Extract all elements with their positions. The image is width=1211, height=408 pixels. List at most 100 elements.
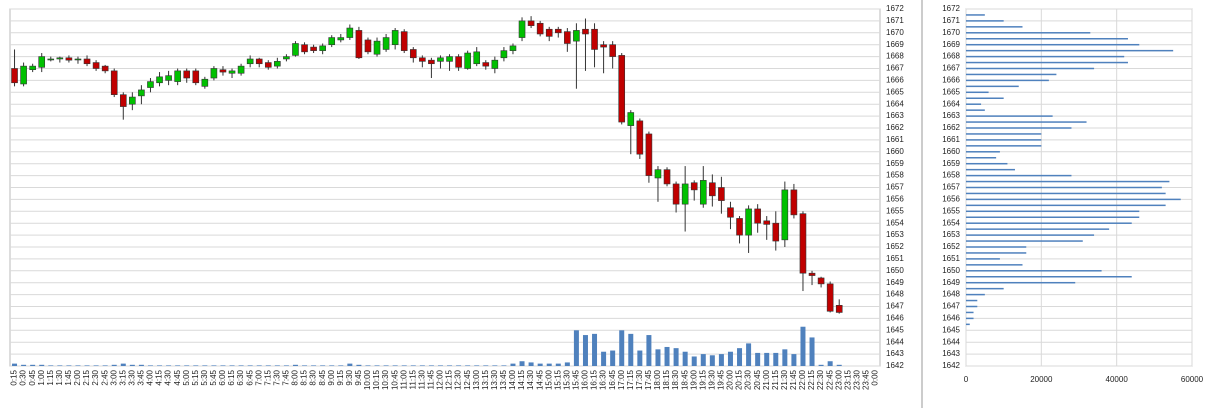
x-tick-label: 20:00 [726,369,735,390]
y-tick-label: 1650 [942,266,960,275]
candle-body [129,96,136,105]
x-tick-label: 7:15 [263,369,272,385]
bar [966,323,970,326]
bar [966,85,1019,88]
candle-body [119,94,127,107]
volume-bar [292,364,298,366]
volume-bar [193,365,199,366]
y-tick-label: 1653 [886,230,904,239]
candle-body [645,133,653,176]
bar [966,79,1049,82]
y-tick-label: 1666 [942,76,960,85]
candle-body [110,70,118,95]
x-tick-label: 11:30 [417,369,426,389]
candle-body [699,180,707,205]
x-tick-label: 3:30 [127,369,136,385]
volume-bar [256,365,262,366]
x-tick-label: 23:15 [843,369,852,390]
candle-body [772,222,780,242]
bar [966,180,1170,183]
volume-bar [265,365,271,366]
bar [966,216,1140,218]
volume-bar [519,361,525,366]
volume-bar [619,330,625,366]
volume-bar [129,364,135,366]
volume-bar [66,365,72,366]
bar [966,157,997,159]
volume-bar [338,365,344,366]
volume-bar [39,364,45,366]
x-tick-label: 13:45 [499,369,508,390]
candle-body [237,65,245,74]
candle-body [165,75,172,81]
x-tick-label: 11:00 [399,369,408,389]
bar [966,133,1042,135]
volume-bar [12,363,18,366]
candle-body [564,31,571,44]
x-tick-label: 8:00 [291,369,300,385]
x-tick-label: 16:00 [581,369,590,390]
volume-bar [573,330,579,366]
candle-body [627,112,635,126]
x-tick-label: 19:45 [717,369,726,390]
candle-body [527,20,535,26]
bar [966,192,1166,195]
x-tick-label: 22:45 [825,369,834,390]
volume-bar [392,365,398,366]
candle-body [20,65,27,85]
y-tick-label: 1671 [886,16,904,25]
candle-body [138,89,145,97]
candle-body [437,57,444,62]
volume-bar [410,365,416,366]
x-tick-label: 5:15 [191,369,200,385]
candle-body [672,183,680,205]
x-tick-label: 3:00 [109,369,118,385]
x-tick-label: 8:15 [300,369,309,385]
bar [966,317,974,320]
y-tick-label: 1648 [942,290,960,299]
candle-body [428,59,435,65]
x-tick-label: 0:15 [10,369,19,385]
bar [966,151,1000,153]
x-tick-label: 10:00 [363,369,372,390]
candle-body [663,169,671,185]
candle-body [228,70,236,74]
candle-body [183,70,191,79]
y-tick-label: 1644 [942,337,960,346]
candle-body [400,31,408,51]
y-tick-label: 1649 [942,278,960,287]
x-tick-label: 9:30 [345,369,354,385]
candle-body [355,30,363,59]
x-tick-label: 19:00 [689,369,698,390]
bar [966,293,985,296]
volume-bar [564,362,570,366]
volume-bar [664,346,670,366]
x-tick-label: 1:45 [64,369,73,385]
volume-bar [582,335,588,366]
x-tick-label: 11:15 [408,369,417,389]
x-tick-label: 6:30 [236,369,245,385]
volume-bar [755,352,761,366]
x-tick-label: 2:15 [82,369,91,385]
x-tick-label: 7:45 [282,369,291,385]
y-tick-label: 1652 [942,242,960,251]
candle-body [455,56,462,68]
y-tick-label: 1654 [942,218,960,227]
y-tick-label: 1645 [942,325,960,334]
y-tick-label: 1659 [886,159,904,168]
volume-bar [773,352,779,366]
y-tick-label: 1651 [886,254,904,263]
x-tick-label: 2:00 [73,369,82,385]
candle-body [509,45,517,51]
volume-bar [419,365,425,366]
y-tick-label: 1663 [942,111,960,120]
x-tick-label: 5:00 [182,369,191,385]
candle-body [591,28,598,50]
volume-bar [646,335,652,366]
bar [966,38,1128,40]
candle-body [409,49,417,59]
candle-body [835,305,843,313]
candle-body [709,182,716,197]
y-tick-label: 1663 [886,111,904,120]
volume-bar [311,365,317,366]
